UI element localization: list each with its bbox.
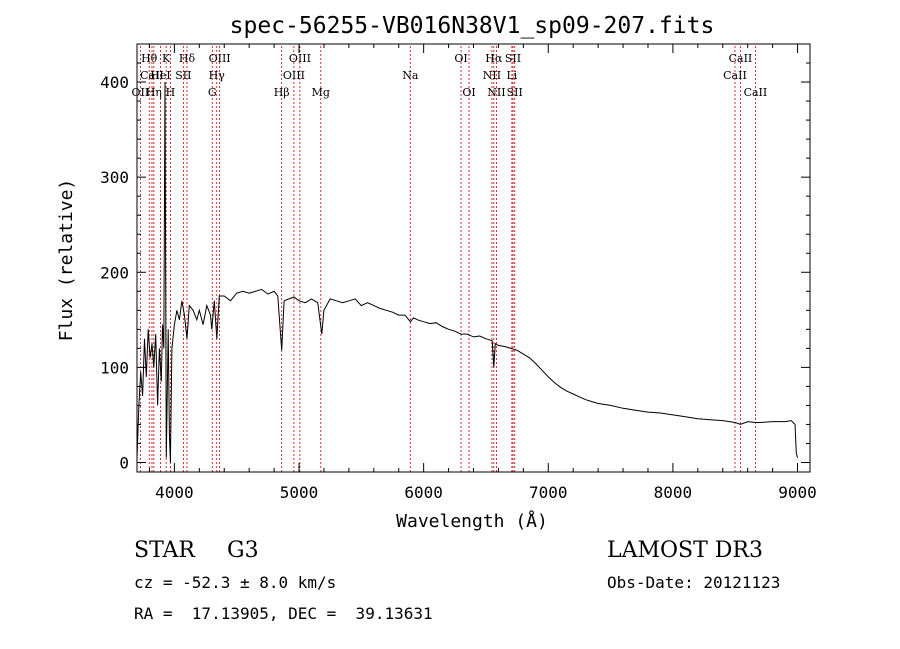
line-marker-label: K <box>162 52 171 65</box>
axis-ticks <box>137 44 810 472</box>
line-marker-label: Hδ <box>179 52 196 65</box>
class-type: STAR <box>134 538 195 563</box>
object-class: STAR G3 <box>134 538 259 563</box>
y-tick-label: 300 <box>100 168 129 187</box>
x-tick-label: 4000 <box>155 483 194 502</box>
line-marker-label: Mg <box>312 86 330 99</box>
line-marker-label: OI <box>454 52 467 65</box>
y-tick-label: 0 <box>119 453 129 472</box>
line-marker-label: OIII <box>209 52 231 65</box>
line-marker-label: OIII <box>289 52 311 65</box>
survey-name: LAMOST DR3 <box>607 538 763 563</box>
y-tick-label: 400 <box>100 73 129 92</box>
x-tick-label: 7000 <box>529 483 568 502</box>
line-marker-label: OI <box>462 86 475 99</box>
line-marker-label: SII <box>175 69 191 82</box>
line-marker-label: NII <box>483 69 501 82</box>
line-marker-label: SII <box>507 86 523 99</box>
y-axis-label: Flux (relative) <box>56 179 77 342</box>
x-axis-label: Wavelength (Å) <box>396 510 548 532</box>
x-tick-label: 9000 <box>778 483 817 502</box>
line-marker-label: H <box>166 86 176 99</box>
x-tick-label: 6000 <box>404 483 443 502</box>
line-markers <box>139 46 756 472</box>
line-marker-label: CaII <box>744 86 768 99</box>
line-marker-label: Hη <box>146 86 162 99</box>
line-marker-label: NII <box>487 86 505 99</box>
x-tick-label: 8000 <box>654 483 693 502</box>
chart-title: spec-56255-VB016N38V1_sp09-207.fits <box>230 13 715 39</box>
obs-date: Obs-Date: 20121123 <box>607 573 781 592</box>
plot-frame <box>136 43 811 473</box>
line-marker-label: Na <box>402 69 419 82</box>
line-marker-label: G <box>208 86 217 99</box>
line-marker-label: Hγ <box>209 69 226 82</box>
line-marker-label: HeI <box>150 69 170 82</box>
line-marker-label: CaII <box>140 69 164 82</box>
y-tick-label: 200 <box>100 263 129 282</box>
coordinates: RA = 17.13905, DEC = 39.13631 <box>134 604 433 623</box>
spectrum-series-line <box>136 81 798 463</box>
redshift-readout: cz = -52.3 ± 8.0 km/s <box>134 573 337 592</box>
subclass: G3 <box>227 538 259 563</box>
line-marker-label: SII <box>505 52 521 65</box>
line-marker-label: OII <box>132 86 150 99</box>
line-marker-label: Li <box>506 69 517 82</box>
x-tick-label: 5000 <box>280 483 319 502</box>
y-tick-label: 100 <box>100 358 129 377</box>
line-marker-label: Hα <box>485 52 503 65</box>
line-marker-label: CaII <box>729 52 753 65</box>
axis-tick-labels: 4000 5000 6000 7000 8000 9000 0 100 200 300 400 <box>100 73 817 502</box>
line-marker-label: Hθ <box>141 52 158 65</box>
line-marker-label: OIII <box>283 69 305 82</box>
line-marker-label: CaII <box>723 69 747 82</box>
line-marker-label: Hβ <box>274 86 290 99</box>
